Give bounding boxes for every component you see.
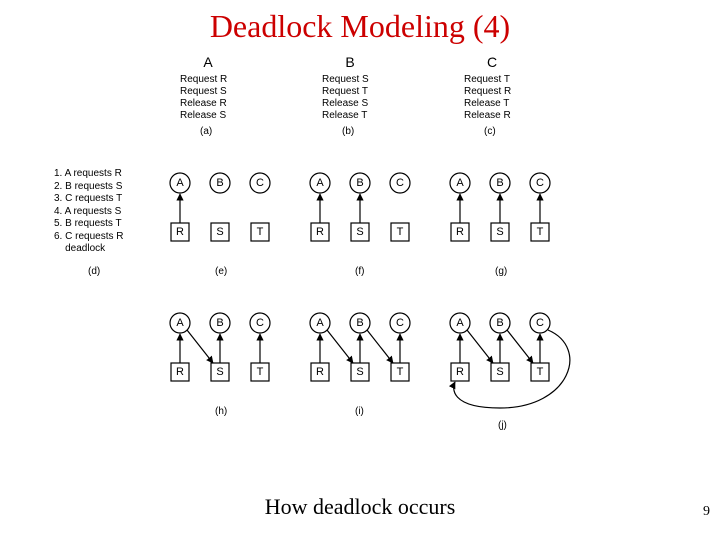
step-2: 2. B requests S (54, 181, 123, 194)
list-c-2: Request R (464, 86, 511, 98)
svg-text:T: T (397, 226, 404, 238)
step-3: 3. C requests T (54, 193, 123, 206)
panel-j: A B C R S T (440, 308, 600, 428)
svg-text:B: B (496, 177, 503, 189)
label-f: (f) (355, 266, 364, 277)
step-1: 1. A requests R (54, 168, 123, 181)
list-b-4: Release T (322, 110, 369, 122)
col-a-header: A (198, 54, 218, 70)
step-6: 6. C requests R (54, 231, 123, 244)
svg-text:S: S (216, 366, 223, 378)
svg-text:R: R (456, 366, 464, 378)
svg-text:S: S (216, 226, 223, 238)
svg-text:A: A (456, 317, 464, 329)
label-g: (g) (495, 266, 507, 277)
svg-text:A: A (456, 177, 464, 189)
svg-text:C: C (256, 177, 264, 189)
panel-e: A B C R S T (160, 168, 290, 263)
step-list: 1. A requests R 2. B requests S 3. C req… (54, 168, 123, 256)
label-e: (e) (215, 266, 227, 277)
list-b-1: Request S (322, 74, 369, 86)
svg-text:B: B (496, 317, 503, 329)
svg-text:T: T (257, 366, 264, 378)
label-c: (c) (484, 126, 496, 137)
label-a: (a) (200, 126, 212, 137)
svg-text:B: B (356, 317, 363, 329)
list-a-2: Request S (180, 86, 227, 98)
svg-text:T: T (537, 366, 544, 378)
svg-text:T: T (257, 226, 264, 238)
list-a-3: Release R (180, 98, 227, 110)
svg-text:B: B (216, 317, 223, 329)
svg-text:T: T (537, 226, 544, 238)
svg-text:C: C (396, 317, 404, 329)
svg-text:S: S (356, 226, 363, 238)
page-title: Deadlock Modeling (4) (0, 8, 720, 45)
col-b-header: B (340, 54, 360, 70)
step-7: deadlock (54, 243, 123, 256)
list-c: Request T Request R Release T Release R (464, 74, 511, 122)
svg-text:R: R (316, 366, 324, 378)
svg-text:B: B (356, 177, 363, 189)
svg-text:A: A (176, 317, 184, 329)
svg-text:R: R (316, 226, 324, 238)
step-4: 4. A requests S (54, 206, 123, 219)
page-number: 9 (703, 504, 710, 520)
svg-text:T: T (397, 366, 404, 378)
svg-text:A: A (316, 177, 324, 189)
svg-text:S: S (496, 226, 503, 238)
svg-text:R: R (176, 366, 184, 378)
svg-text:S: S (356, 366, 363, 378)
panel-i: A B C R S T (300, 308, 430, 408)
list-c-1: Request T (464, 74, 511, 86)
list-b-2: Request T (322, 86, 369, 98)
list-b-3: Release S (322, 98, 369, 110)
svg-text:A: A (176, 177, 184, 189)
svg-text:C: C (536, 177, 544, 189)
svg-text:C: C (536, 317, 544, 329)
list-a-4: Release S (180, 110, 227, 122)
list-a-1: Request R (180, 74, 227, 86)
panel-f: A B C R S T (300, 168, 430, 263)
svg-text:R: R (456, 226, 464, 238)
label-b: (b) (342, 126, 354, 137)
svg-text:S: S (496, 366, 503, 378)
svg-text:C: C (256, 317, 264, 329)
col-c-header: C (482, 54, 502, 70)
label-i: (i) (355, 406, 364, 417)
label-d: (d) (88, 266, 100, 277)
list-a: Request R Request S Release R Release S (180, 74, 227, 122)
svg-text:A: A (316, 317, 324, 329)
svg-text:B: B (216, 177, 223, 189)
step-5: 5. B requests T (54, 218, 123, 231)
list-c-4: Release R (464, 110, 511, 122)
svg-text:R: R (176, 226, 184, 238)
panel-h: A B C R S T (160, 308, 290, 408)
svg-text:C: C (396, 177, 404, 189)
label-j: (j) (498, 420, 507, 431)
subtitle: How deadlock occurs (0, 494, 720, 520)
label-h: (h) (215, 406, 227, 417)
panel-g: A B C R S T (440, 168, 570, 263)
list-b: Request S Request T Release S Release T (322, 74, 369, 122)
list-c-3: Release T (464, 98, 511, 110)
